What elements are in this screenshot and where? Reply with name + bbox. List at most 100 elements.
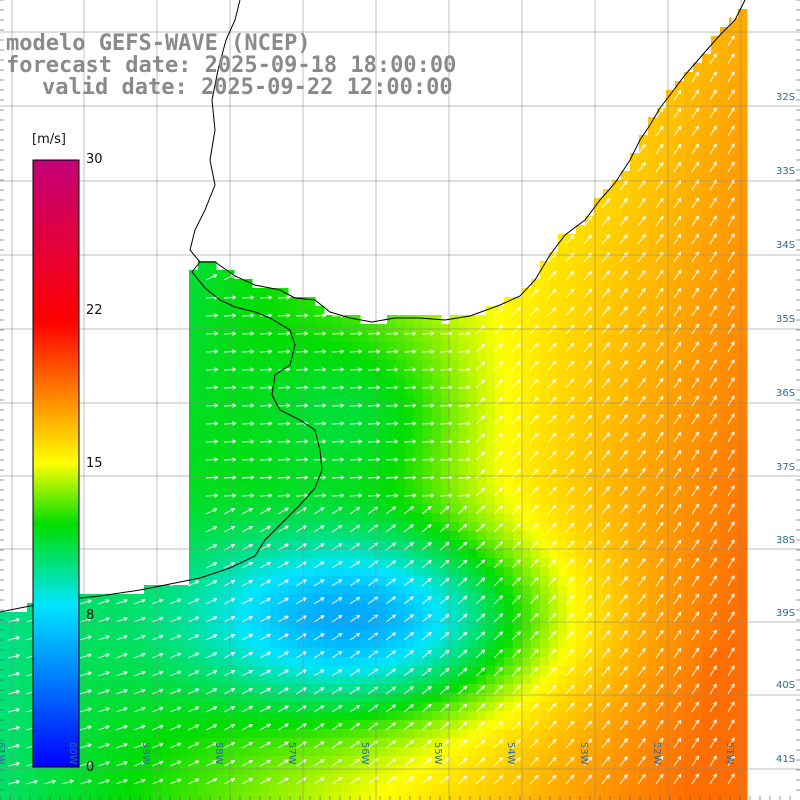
field-cell — [702, 216, 712, 226]
field-cell — [504, 513, 514, 523]
field-cell — [657, 486, 667, 496]
field-cell — [180, 684, 190, 694]
field-cell — [270, 666, 280, 676]
field-cell — [324, 360, 334, 370]
field-cell — [216, 540, 226, 550]
field-cell — [684, 639, 694, 649]
field-cell — [567, 306, 577, 316]
field-cell — [594, 441, 604, 451]
field-cell — [639, 630, 649, 640]
field-cell — [333, 594, 343, 604]
field-cell — [684, 261, 694, 271]
field-cell — [621, 558, 631, 568]
field-cell — [405, 630, 415, 640]
field-cell — [441, 351, 451, 361]
field-cell — [657, 684, 667, 694]
field-cell — [675, 585, 685, 595]
field-cell — [567, 342, 577, 352]
field-cell — [549, 405, 559, 415]
wind-arrow — [403, 421, 417, 426]
wind-arrow — [547, 594, 557, 605]
field-cell — [504, 765, 514, 775]
field-cell — [648, 657, 658, 667]
field-cell — [729, 459, 739, 469]
field-cell — [342, 756, 352, 766]
field-cell — [144, 594, 154, 604]
field-cell — [117, 729, 127, 739]
wind-arrow — [727, 107, 735, 119]
field-cell — [711, 513, 721, 523]
field-cell — [108, 594, 118, 604]
field-cell — [117, 684, 127, 694]
field-cell — [738, 675, 748, 685]
field-cell — [657, 549, 667, 559]
field-cell — [684, 108, 694, 118]
field-cell — [189, 558, 199, 568]
field-cell — [144, 684, 154, 694]
wind-arrow — [277, 525, 289, 533]
wind-arrow — [457, 403, 471, 408]
field-cell — [432, 477, 442, 487]
field-cell — [396, 774, 406, 784]
wind-arrow — [313, 597, 325, 605]
field-cell — [126, 792, 136, 800]
field-cell — [414, 621, 424, 631]
field-cell — [630, 234, 640, 244]
wind-arrow — [241, 273, 253, 281]
wind-arrow — [331, 331, 345, 336]
field-cell — [684, 189, 694, 199]
wind-arrow — [241, 331, 255, 336]
field-cell — [117, 666, 127, 676]
field-cell — [315, 468, 325, 478]
field-cell — [468, 540, 478, 550]
field-cell — [279, 720, 289, 730]
field-cell — [648, 495, 658, 505]
field-cell — [387, 450, 397, 460]
field-cell — [216, 783, 226, 793]
field-cell — [648, 576, 658, 586]
wind-arrow — [673, 107, 682, 119]
field-cell — [603, 513, 613, 523]
field-cell — [729, 450, 739, 460]
field-cell — [522, 396, 532, 406]
wind-arrow — [385, 596, 396, 605]
field-cell — [189, 540, 199, 550]
field-cell — [540, 333, 550, 343]
wind-arrow — [655, 107, 664, 119]
field-cell — [315, 639, 325, 649]
field-cell — [576, 684, 586, 694]
field-cell — [711, 315, 721, 325]
field-cell — [693, 612, 703, 622]
field-cell — [585, 459, 595, 469]
field-cell — [234, 432, 244, 442]
wind-arrow — [421, 595, 432, 605]
field-cell — [9, 720, 19, 730]
field-cell — [666, 423, 676, 433]
field-cell — [288, 342, 298, 352]
field-cell — [252, 369, 262, 379]
field-cell — [657, 639, 667, 649]
field-cell — [720, 414, 730, 424]
field-cell — [234, 648, 244, 658]
wind-arrow — [223, 616, 236, 623]
field-cell — [504, 684, 514, 694]
field-cell — [639, 684, 649, 694]
field-cell — [207, 729, 217, 739]
field-cell — [180, 603, 190, 613]
field-cell — [459, 477, 469, 487]
field-cell — [738, 279, 748, 289]
field-cell — [450, 558, 460, 568]
field-cell — [639, 333, 649, 343]
field-cell — [567, 261, 577, 271]
field-cell — [585, 729, 595, 739]
field-cell — [234, 675, 244, 685]
field-cell — [693, 729, 703, 739]
field-cell — [333, 684, 343, 694]
field-cell — [729, 522, 739, 532]
field-cell — [711, 72, 721, 82]
field-cell — [9, 702, 19, 712]
field-cell — [243, 369, 253, 379]
field-cell — [657, 180, 667, 190]
field-cell — [288, 711, 298, 721]
wind-arrow — [529, 576, 539, 587]
